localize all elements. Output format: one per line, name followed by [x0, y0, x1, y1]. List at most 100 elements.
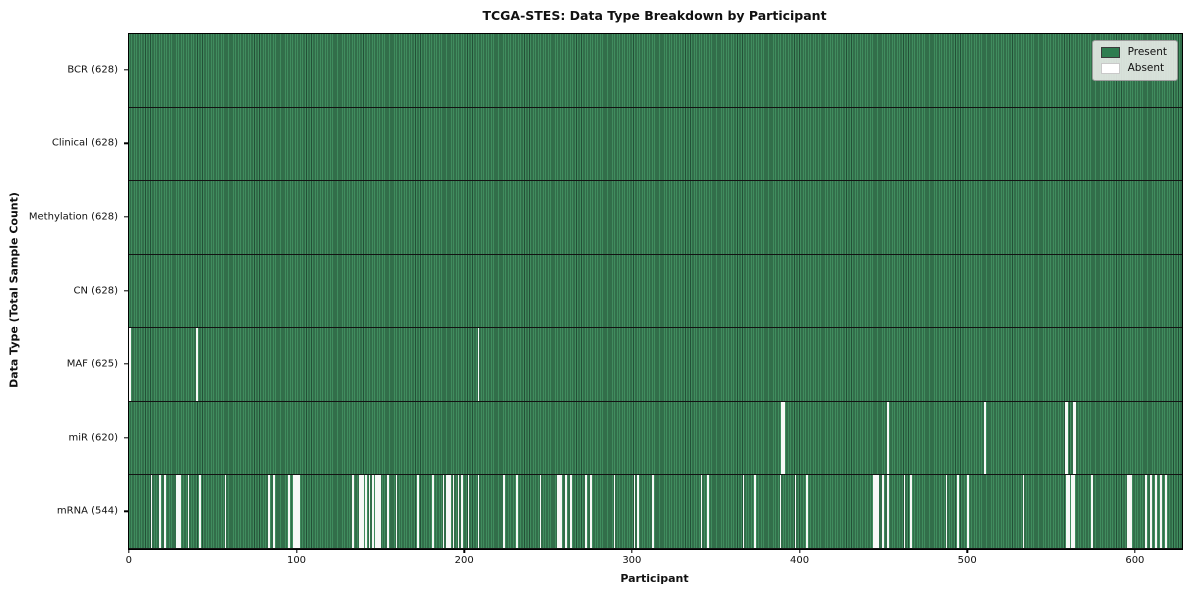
- absent-line: [449, 475, 451, 548]
- absent-line: [875, 475, 877, 548]
- absent-line: [467, 475, 470, 548]
- absent-line: [1091, 475, 1094, 548]
- absent-line: [742, 475, 745, 548]
- absent-line: [378, 475, 381, 548]
- absent-line: [881, 475, 884, 548]
- absent-line: [558, 475, 560, 548]
- absent-line: [873, 475, 876, 548]
- y-tick-mark: [124, 289, 128, 292]
- absent-line: [502, 475, 505, 548]
- x-tick-label-600: 600: [1125, 555, 1145, 566]
- absent-line: [432, 475, 435, 548]
- absent-line: [199, 475, 202, 548]
- x-tick-mark: [128, 549, 130, 553]
- absent-line: [452, 475, 455, 548]
- x-tick-mark: [295, 549, 298, 553]
- plot-area: Present Absent: [128, 33, 1183, 550]
- absent-line: [1073, 401, 1075, 475]
- absent-line: [296, 475, 299, 548]
- absent-line: [1073, 475, 1075, 548]
- absent-line: [782, 401, 785, 475]
- absent-line: [590, 475, 592, 548]
- present-swatch-icon: [1100, 47, 1120, 58]
- absent-line: [273, 475, 275, 548]
- y-tick-label-clinical: Clinical (628): [51, 137, 118, 149]
- absent-line: [539, 475, 542, 548]
- y-tick-mark: [124, 142, 128, 145]
- absent-line: [781, 401, 783, 475]
- absent-line: [967, 475, 970, 548]
- row-bcr: [129, 34, 1182, 108]
- absent-line: [175, 475, 178, 548]
- absent-line: [362, 475, 364, 548]
- absent-line: [700, 475, 703, 548]
- absent-line: [754, 475, 757, 548]
- absent-line: [886, 401, 889, 475]
- row-clinical: [129, 107, 1182, 182]
- absent-line: [477, 328, 480, 401]
- absent-line: [352, 475, 354, 548]
- absent-line: [375, 475, 378, 548]
- absent-line: [886, 475, 889, 548]
- absent-line: [395, 475, 398, 548]
- absent-line: [368, 475, 371, 548]
- absent-line: [298, 475, 301, 548]
- y-tick-mark: [124, 69, 128, 71]
- absent-line: [1126, 475, 1129, 548]
- x-tick-mark: [1134, 549, 1136, 553]
- absent-line: [457, 475, 460, 548]
- row-mrna: [129, 475, 1182, 549]
- absent-line: [1165, 475, 1167, 548]
- absent-line: [559, 475, 562, 548]
- absent-line: [360, 475, 363, 548]
- absent-line: [294, 475, 297, 548]
- absent-line: [293, 475, 295, 548]
- y-tick-label-methylation: Methylation (628): [28, 211, 118, 223]
- absent-line: [806, 475, 809, 548]
- x-tick-label-400: 400: [789, 555, 810, 566]
- x-tick-label-0: 0: [125, 555, 133, 566]
- absent-line: [779, 475, 782, 548]
- x-tick-label-500: 500: [957, 555, 977, 566]
- absent-line: [564, 475, 567, 548]
- y-tick-mark: [124, 216, 128, 218]
- absent-line: [957, 475, 959, 548]
- chart-title: TCGA-STES: Data Type Breakdown by Partic…: [482, 8, 827, 23]
- absent-line: [417, 475, 420, 548]
- absent-line: [377, 475, 379, 548]
- absent-line: [177, 475, 180, 548]
- absent-line: [556, 475, 559, 548]
- y-tick-mark: [124, 363, 128, 365]
- legend-label-present: Present: [1127, 46, 1167, 59]
- absent-line: [445, 475, 448, 548]
- absent-line: [1067, 475, 1070, 548]
- absent-line: [164, 475, 166, 548]
- x-tick-mark: [631, 549, 633, 553]
- y-tick-label-mir: miR (620): [68, 432, 118, 444]
- absent-line: [1145, 475, 1147, 548]
- absent-line: [1128, 475, 1131, 548]
- row-maf: [129, 328, 1182, 402]
- absent-line: [1064, 401, 1067, 475]
- x-tick-mark: [463, 549, 465, 553]
- x-tick-mark: [798, 549, 801, 553]
- absent-line: [159, 475, 161, 548]
- legend-item-absent: Absent: [1100, 63, 1167, 74]
- y-tick-label-cn: CN (628): [73, 285, 118, 296]
- y-tick-label-bcr: BCR (628): [67, 64, 118, 76]
- absent-line: [196, 328, 198, 401]
- y-tick-label-mrna: mRNA (544): [56, 505, 118, 517]
- legend-item-present: Present: [1100, 46, 1167, 59]
- absent-line: [945, 475, 948, 548]
- absent-line: [585, 475, 587, 548]
- y-tick-mark: [124, 510, 128, 512]
- absent-line: [1071, 475, 1073, 548]
- absent-line: [477, 475, 480, 548]
- absent-line: [387, 475, 389, 548]
- absent-line: [1130, 475, 1132, 548]
- y-tick-mark: [124, 436, 128, 439]
- absent-line: [460, 475, 463, 548]
- absent-line: [187, 475, 190, 548]
- absent-line: [910, 475, 913, 548]
- y-tick-label-maf: MAF (625): [66, 358, 118, 370]
